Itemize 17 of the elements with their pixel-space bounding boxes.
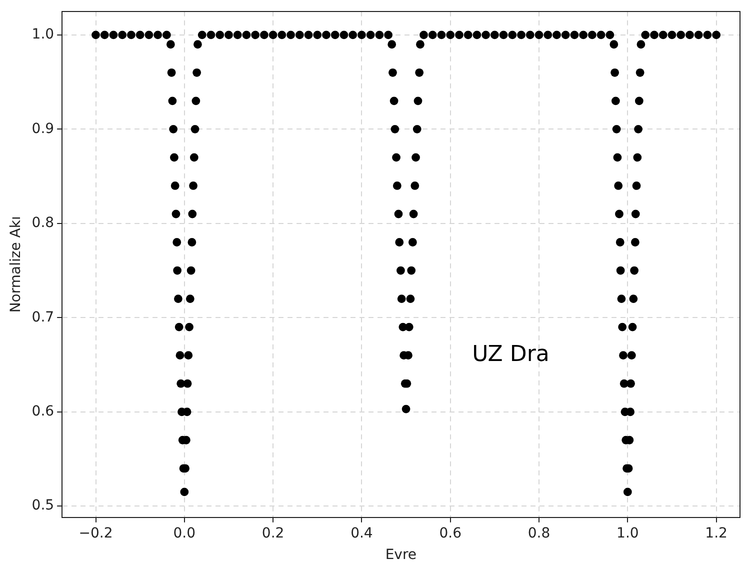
y-tick-label: 0.5 — [32, 498, 54, 514]
x-tick-label: −0.2 — [78, 525, 113, 542]
y-tick-label: 0.9 — [32, 120, 54, 137]
x-tick-label: 0.4 — [350, 525, 373, 542]
x-tick-label: 0.0 — [173, 525, 196, 542]
x-tick-label: 1.2 — [705, 525, 728, 542]
annotation: UZ Dra — [472, 342, 550, 368]
y-tick-label: 0.7 — [32, 309, 54, 326]
y-tick-label: 0.8 — [32, 215, 54, 232]
x-tick-label: 0.2 — [262, 525, 284, 542]
x-tick-label: 0.6 — [439, 525, 462, 542]
y-tick-label: 1.0 — [32, 26, 54, 43]
y-tick-label: 0.6 — [32, 404, 54, 420]
x-tick-label: 0.8 — [528, 525, 550, 542]
x-axis-title: Evre — [385, 547, 417, 564]
y-axis-title: Normalize Akı — [8, 216, 24, 313]
x-tick-label: 1.0 — [616, 525, 639, 542]
